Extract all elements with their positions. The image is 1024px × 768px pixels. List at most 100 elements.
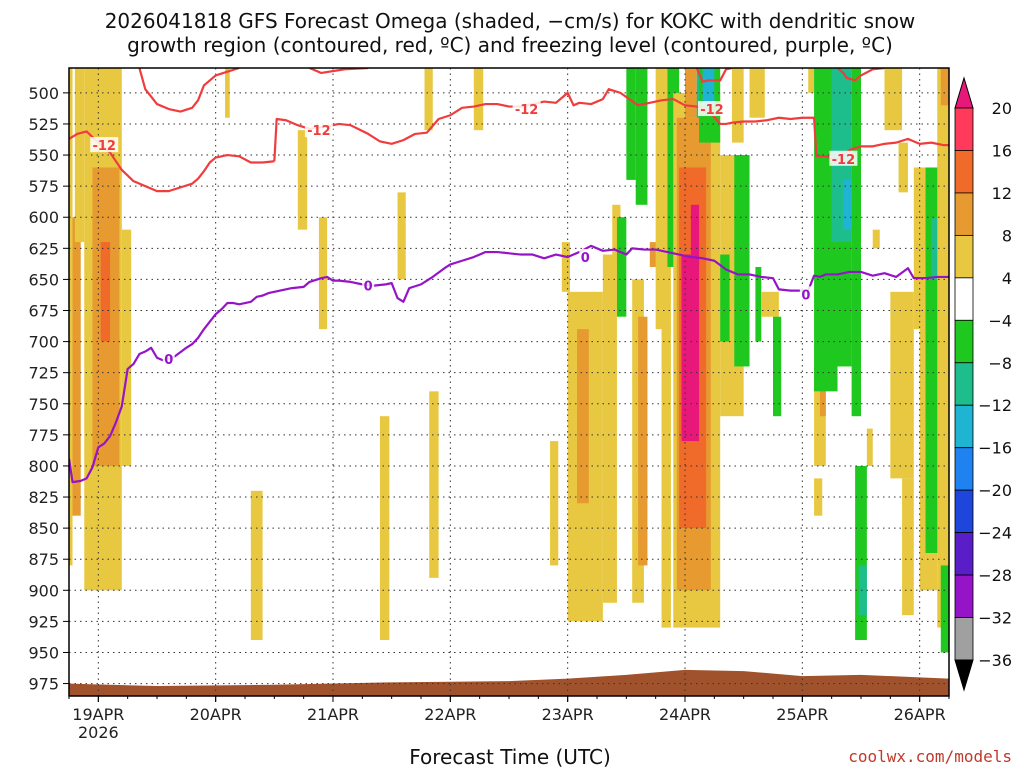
contour-lines: -12 -12 -12 -12 -12 0 0 0 0 bbox=[69, 68, 949, 484]
x-tick-label: 19APR bbox=[72, 705, 124, 724]
omega-cell bbox=[561, 242, 571, 292]
omega-cell bbox=[866, 428, 873, 466]
colorbar-label: −8 bbox=[988, 354, 1012, 373]
omega-cell bbox=[858, 565, 867, 616]
omega-cell bbox=[318, 217, 328, 330]
contour-label-bg bbox=[579, 249, 592, 265]
colorbar-swatch bbox=[954, 234, 974, 279]
omega-cell bbox=[72, 217, 81, 516]
grid-lines bbox=[69, 68, 949, 696]
omega-cell bbox=[655, 68, 668, 330]
omega-cell bbox=[851, 68, 861, 417]
y-tick-label: 850 bbox=[28, 519, 59, 538]
omega-cell bbox=[937, 68, 949, 628]
omega-cell bbox=[473, 68, 484, 131]
omega-cell bbox=[69, 68, 73, 566]
y-tick-label: 875 bbox=[28, 550, 59, 569]
terrain-layer bbox=[69, 669, 949, 696]
omega-cell bbox=[872, 229, 880, 249]
colorbar-label: 12 bbox=[992, 184, 1012, 203]
colorbar-swatch bbox=[954, 362, 974, 406]
colorbar-label: −12 bbox=[978, 396, 1012, 415]
omega-cell bbox=[913, 167, 926, 330]
omega-cell bbox=[379, 416, 390, 641]
y-tick-label: 800 bbox=[28, 457, 59, 476]
chart-title-line-1: 2026041818 GFS Forecast Omega (shaded, −… bbox=[105, 9, 916, 33]
contour-label-bg bbox=[90, 137, 119, 153]
omega-cell bbox=[819, 378, 826, 417]
omega-cell bbox=[74, 68, 85, 243]
contour-label: -12 bbox=[515, 103, 539, 118]
colorbar-label: −20 bbox=[978, 481, 1012, 500]
colorbar-swatch bbox=[954, 319, 974, 364]
colorbar-label: −28 bbox=[978, 566, 1012, 585]
y-tick-label: 825 bbox=[28, 488, 59, 507]
omega-cell bbox=[773, 316, 782, 417]
omega-cell bbox=[397, 192, 406, 280]
colorbar-swatch bbox=[954, 404, 974, 449]
omega-cell bbox=[121, 229, 132, 466]
x-tick-label: 22APR bbox=[424, 705, 476, 724]
omega-cell bbox=[755, 266, 762, 342]
omega-cell bbox=[424, 68, 433, 131]
colorbar-label: −32 bbox=[978, 609, 1012, 628]
pressure-axis: 500 525 550 575 600 625 650 675 700 725 750 775 800 8… bbox=[28, 84, 69, 694]
y-tick-label: 575 bbox=[28, 177, 59, 196]
omega-shading bbox=[69, 68, 949, 653]
omega-cell bbox=[612, 204, 621, 267]
colorbar-label: −24 bbox=[978, 524, 1012, 543]
contour-label-bg bbox=[304, 122, 333, 138]
omega-cell bbox=[616, 217, 627, 317]
colorbar-swatch bbox=[954, 617, 974, 661]
y-tick-label: 725 bbox=[28, 364, 59, 383]
contour-line bbox=[836, 68, 885, 82]
omega-cell bbox=[940, 68, 949, 106]
contour-label: -12 bbox=[700, 103, 724, 118]
omega-cell bbox=[661, 254, 671, 628]
omega-cell bbox=[731, 68, 744, 143]
contour-line bbox=[695, 68, 733, 83]
colorbar-swatch bbox=[954, 277, 974, 321]
y-tick-label: 975 bbox=[28, 675, 59, 694]
y-tick-label: 925 bbox=[28, 612, 59, 631]
colorbar: 20 16 12 8 4 −4 −8 −12 −16 −20 −24 −28 −32 −36 bbox=[954, 76, 1012, 692]
contour-label-bg bbox=[799, 286, 812, 302]
y-tick-label: 700 bbox=[28, 333, 59, 352]
contour-label-bg bbox=[829, 150, 858, 166]
omega-cell bbox=[902, 478, 914, 616]
omega-cell bbox=[761, 291, 779, 317]
omega-cell bbox=[890, 291, 914, 479]
omega-cell bbox=[734, 155, 750, 367]
y-tick-label: 500 bbox=[28, 84, 59, 103]
contour-label-bg bbox=[362, 277, 375, 293]
colorbar-top-arrow bbox=[954, 76, 974, 109]
colorbar-swatch bbox=[954, 447, 974, 491]
x-tick-label: 20APR bbox=[190, 705, 242, 724]
omega-cell bbox=[931, 217, 941, 280]
contour-label: -12 bbox=[92, 139, 116, 154]
y-tick-label: 550 bbox=[28, 146, 59, 165]
x-tick-label: 23APR bbox=[542, 705, 594, 724]
omega-cell bbox=[702, 68, 715, 106]
omega-cell bbox=[250, 490, 263, 641]
omega-cell bbox=[649, 242, 660, 267]
x-tick-label: 25APR bbox=[776, 705, 828, 724]
contour-label-bg bbox=[162, 350, 175, 366]
y-tick-label: 900 bbox=[28, 581, 59, 600]
contour-label: 0 bbox=[581, 251, 590, 266]
y-tick-label: 625 bbox=[28, 239, 59, 258]
colorbar-swatch bbox=[954, 489, 974, 534]
omega-cell bbox=[429, 391, 439, 578]
omega-cell bbox=[690, 204, 700, 267]
contour-line bbox=[138, 68, 240, 113]
credit-text: coolwx.com/models bbox=[848, 747, 1012, 766]
omega-cell bbox=[225, 68, 230, 118]
omega-cell bbox=[100, 242, 111, 342]
omega-cell bbox=[720, 254, 730, 342]
omega-cell bbox=[808, 68, 815, 93]
contour-label: 0 bbox=[164, 353, 173, 368]
y-tick-label: 525 bbox=[28, 115, 59, 134]
colorbar-bottom-arrow bbox=[954, 659, 974, 692]
